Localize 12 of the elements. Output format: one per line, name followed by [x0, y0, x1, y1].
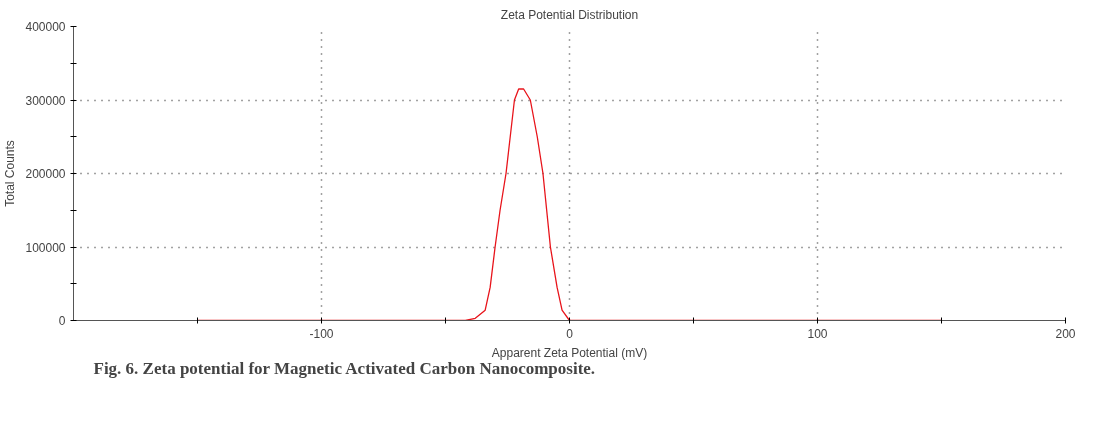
x-tick-label: 100 — [807, 326, 828, 341]
y-tick-label: 200000 — [25, 167, 66, 181]
y-tick-label: 0 — [58, 314, 66, 328]
y-axis-title: Total Counts — [3, 140, 18, 207]
y-tick-label: 400000 — [25, 20, 66, 34]
y-tick-label: 300000 — [25, 93, 66, 108]
y-tick-label: 100000 — [25, 240, 66, 255]
x-tick-label: 0 — [566, 326, 574, 341]
x-axis-title: Apparent Zeta Potential (mV) — [491, 345, 648, 360]
chart-title: Zeta Potential Distribution — [500, 7, 639, 22]
x-tick-label: 200 — [1055, 326, 1076, 341]
x-tick-label: -100 — [309, 326, 334, 341]
